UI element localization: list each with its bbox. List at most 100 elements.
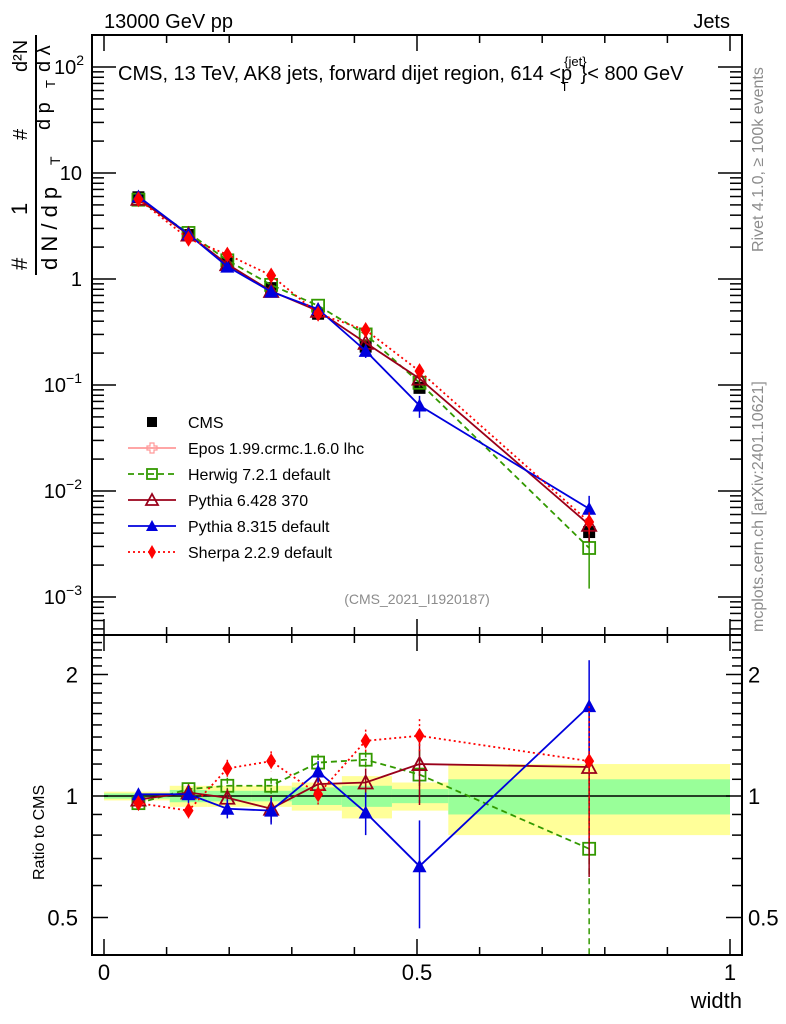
ratio-y-tick-label-right: 2	[748, 663, 760, 688]
ratio-point	[220, 801, 235, 815]
legend-label: Herwig 7.2.1 default	[188, 467, 331, 484]
data-point	[222, 246, 233, 263]
legend-item: Sherpa 2.2.9 default	[128, 545, 333, 562]
ratio-line	[138, 705, 590, 868]
analysis-watermark: (CMS_2021_I1920187)	[344, 591, 490, 607]
data-point	[358, 343, 373, 357]
svg-text:d²N: d²N	[10, 40, 32, 72]
main-y-tick-labels: 102 10 1 10−1 10−2 10−3	[44, 52, 84, 609]
ratio-point	[414, 727, 425, 744]
legend: CMS Epos 1.99.crmc.1.6.0 lhc Herwig 7.2.1 …	[128, 415, 364, 562]
data-point	[264, 284, 279, 298]
main-y-tick-label: 10	[60, 163, 82, 185]
legend-item: CMS	[147, 415, 224, 432]
legend-marker	[146, 442, 158, 454]
side-label-mcplots: mcplots.cern.ch [arXiv:2401.10621]	[750, 381, 767, 632]
data-point	[584, 513, 595, 530]
ratio-point	[584, 753, 595, 770]
main-y-tick-label: 10−3	[44, 582, 82, 609]
series-line	[137, 198, 590, 523]
ratio-line	[138, 734, 590, 812]
ratio-y-tick-label-right: 1	[748, 784, 760, 809]
legend-marker	[146, 520, 158, 531]
ratio-point	[410, 755, 429, 771]
ratio-point	[311, 764, 326, 778]
data-point	[133, 191, 144, 208]
data-point	[582, 501, 597, 515]
ratio-y-tick-label-left: 1	[66, 784, 78, 809]
legend-marker	[148, 545, 156, 559]
data-point	[266, 267, 277, 284]
main-y-tick-label: 1	[71, 269, 82, 291]
x-tick-label: 0	[98, 960, 110, 985]
data-point	[313, 305, 324, 322]
legend-label: Pythia 6.428 370	[188, 493, 308, 510]
legend-item: Pythia 8.315 default	[128, 519, 330, 536]
header-left: 13000 GeV pp	[104, 11, 233, 33]
ratio-point	[183, 802, 194, 819]
legend-marker	[146, 468, 158, 480]
data-point	[414, 363, 425, 380]
legend-item: Herwig 7.2.1 default	[128, 467, 331, 484]
series-sherpa-2-2-9-default	[133, 191, 595, 535]
svg-text:T: T	[43, 80, 58, 88]
series-layer	[129, 189, 598, 955]
x-tick-label: 1	[724, 960, 736, 985]
legend-label: Epos 1.99.crmc.1.6.0 lhc	[188, 441, 364, 458]
series-line	[137, 198, 590, 549]
ratio-series-pythia-8-315-default	[131, 660, 597, 929]
legend-item: Pythia 6.428 370	[128, 492, 308, 510]
data-point	[410, 369, 429, 386]
ratio-point	[133, 795, 144, 812]
ratio-point	[582, 699, 597, 713]
ratio-y-axis-label: Ratio to CMS	[31, 785, 48, 880]
main-y-axis-label: # 1 d N / d p T # d²N d p T d λ	[7, 35, 63, 275]
svg-text:#: #	[10, 128, 32, 140]
ratio-point	[313, 786, 324, 803]
legend-label: Pythia 8.315 default	[188, 519, 330, 536]
ratio-y-tick-label-left: 2	[66, 663, 78, 688]
header-right: Jets	[693, 11, 730, 33]
ratio-tick-labels: 2 2 1 1 0.5 0.5 0 0.5 1	[47, 663, 778, 986]
data-point	[183, 230, 194, 247]
legend-label: CMS	[188, 415, 224, 432]
legend-label: Sherpa 2.2.9 default	[188, 545, 333, 562]
axis-ticks	[92, 35, 742, 955]
svg-text:1: 1	[7, 203, 32, 215]
ratio-line	[138, 763, 590, 810]
ratio-point	[131, 787, 146, 801]
data-point	[220, 259, 235, 273]
ratio-point	[264, 778, 279, 793]
ratio-point	[266, 753, 277, 770]
main-y-tick-label: 10−2	[44, 476, 82, 503]
legend-marker	[147, 417, 157, 427]
main-y-tick-label: 10−1	[44, 370, 82, 397]
ratio-point	[264, 803, 279, 817]
legend-marker	[144, 492, 160, 506]
ratio-point	[357, 773, 375, 790]
ratio-point	[360, 732, 371, 749]
ratio-point	[412, 859, 427, 873]
ratio-y-tick-label-right: 0.5	[748, 906, 779, 931]
ratio-point	[358, 752, 373, 767]
svg-text:#: #	[7, 257, 32, 270]
x-tick-label: 0.5	[402, 960, 433, 985]
ratio-point	[181, 787, 196, 801]
ratio-y-tick-label-left: 0.5	[47, 906, 78, 931]
data-point	[360, 322, 371, 339]
svg-text:d λ: d λ	[33, 45, 55, 72]
legend-item: Epos 1.99.crmc.1.6.0 lhc	[128, 441, 364, 458]
svg-text:T: T	[47, 156, 63, 165]
ratio-point	[358, 805, 373, 819]
main-y-tick-label: 102	[54, 52, 84, 79]
svg-text:d N / d p: d N / d p	[37, 187, 62, 270]
ratio-series-sherpa-2-2-9-default	[133, 706, 595, 842]
svg-text:d p: d p	[33, 102, 55, 130]
plot-title: CMS, 13 TeV, AK8 jets, forward dijet reg…	[118, 54, 684, 94]
ratio-line	[138, 758, 590, 850]
ratio-point	[222, 760, 233, 777]
data-point	[412, 398, 427, 412]
side-label-rivet: Rivet 4.1.0, ≥ 100k events	[750, 67, 767, 252]
x-axis-label: width	[690, 988, 742, 1013]
